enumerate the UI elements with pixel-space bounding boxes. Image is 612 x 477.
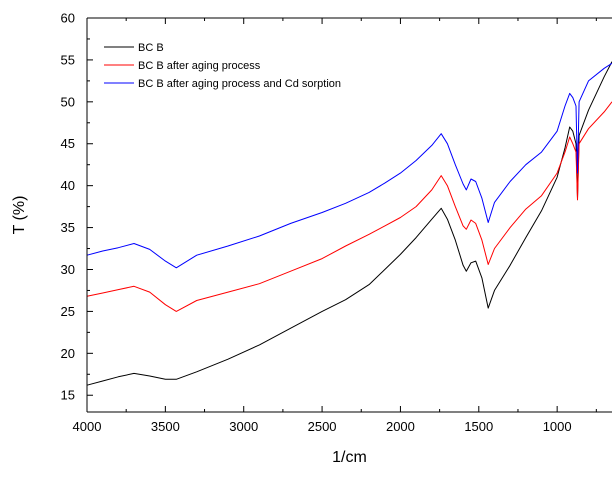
x-axis-title: 1/cm — [332, 449, 367, 466]
x-tick-label: 2500 — [308, 419, 337, 434]
x-tick-label: 1000 — [543, 419, 572, 434]
y-tick-label: 55 — [61, 52, 75, 67]
y-tick-label: 45 — [61, 136, 75, 151]
x-tick-label: 4000 — [73, 419, 102, 434]
x-tick-label: 2000 — [386, 419, 415, 434]
y-tick-label: 30 — [61, 262, 75, 277]
x-tick-label: 3500 — [151, 419, 180, 434]
legend: BC B BC B after aging process BC B after a… — [104, 42, 341, 90]
series-line-2 — [86, 101, 612, 312]
legend-label-1: BC B — [138, 42, 164, 54]
series-line-1 — [86, 61, 612, 386]
y-tick-label: 25 — [61, 304, 75, 319]
axes-layer: 4000 3500 3000 2500 2000 1500 1000 15 20 25 30 35 40… — [61, 11, 612, 434]
legend-label-2: BC B after aging process — [138, 60, 261, 72]
y-tick-label: 40 — [61, 178, 75, 193]
y-tick-label: 35 — [61, 220, 75, 235]
series-layer — [86, 61, 612, 386]
x-tick-label: 1500 — [464, 419, 493, 434]
x-tick-label: 3000 — [229, 419, 258, 434]
y-tick-label: 50 — [61, 94, 75, 109]
y-tick-label: 15 — [61, 388, 75, 403]
series-line-3 — [86, 62, 612, 269]
y-axis-title: T (%) — [11, 196, 28, 235]
legend-label-3: BC B after aging process and Cd sorption — [138, 78, 341, 90]
y-tick-label: 20 — [61, 346, 75, 361]
y-tick-label: 60 — [61, 11, 75, 26]
